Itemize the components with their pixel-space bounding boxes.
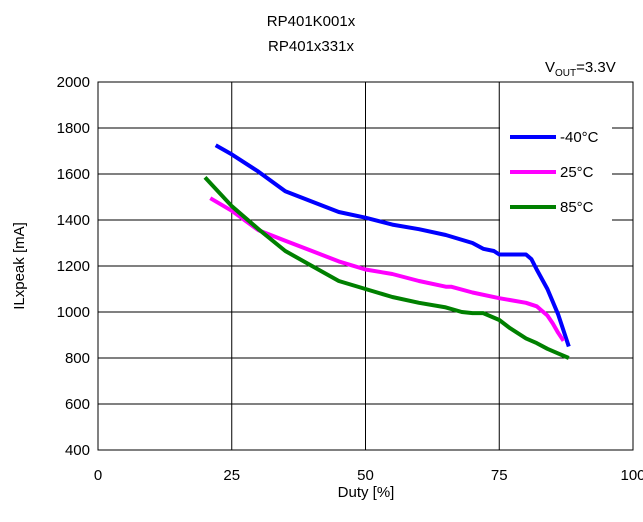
legend-label-1: 25°C [560, 164, 594, 181]
y-tick-label: 1200 [57, 258, 90, 275]
series-lines [203, 143, 571, 360]
y-tick-label: 600 [65, 396, 90, 413]
plot-area [97, 81, 634, 451]
y-tick-label: 1400 [57, 212, 90, 229]
series-line-0 [214, 143, 571, 348]
x-tick-label: 100 [620, 467, 643, 484]
chart-subtitle: RP401x331x [268, 38, 354, 55]
series-line-1 [209, 196, 566, 342]
y-axis-ticks: 400 600 800 1000 1200 1400 1600 1800 2000 [57, 74, 90, 459]
vout-suffix: =3.3V [576, 59, 616, 76]
x-axis-ticks: 0 25 50 75 100 [94, 467, 643, 484]
x-tick-label: 50 [357, 467, 374, 484]
legend: -40°C 25°C 85°C [510, 129, 599, 216]
y-tick-label: 1000 [57, 304, 90, 321]
legend-label-0: -40°C [560, 129, 599, 146]
x-tick-label: 25 [223, 467, 240, 484]
y-tick-label: 800 [65, 350, 90, 367]
x-tick-label: 75 [491, 467, 508, 484]
legend-label-2: 85°C [560, 199, 594, 216]
y-tick-label: 1600 [57, 166, 90, 183]
x-tick-label: 0 [94, 467, 102, 484]
y-axis-label: ILxpeak [mA] [11, 222, 28, 310]
x-axis-label: Duty [%] [338, 484, 395, 501]
vout-annotation: VOUT=3.3V [545, 59, 616, 79]
y-tick-label: 1800 [57, 120, 90, 137]
vout-subscript: OUT [555, 68, 576, 79]
chart-title: RP401K001x [267, 13, 356, 30]
y-tick-label: 2000 [57, 74, 90, 91]
series-line-2 [203, 176, 570, 360]
vout-prefix: V [545, 59, 555, 76]
y-tick-label: 400 [65, 442, 90, 459]
